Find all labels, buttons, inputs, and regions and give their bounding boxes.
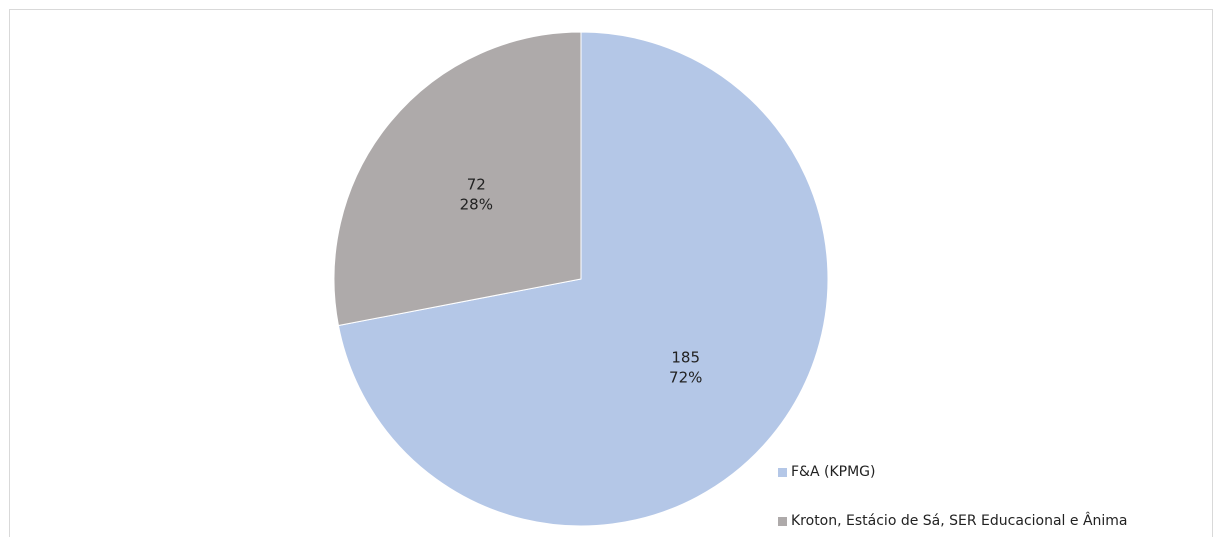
legend-swatch: [778, 467, 787, 477]
slice-percent-label: 72%: [669, 369, 702, 387]
legend-item-others: Kroton, Estácio de Sá, SER Educacional e…: [778, 510, 1128, 532]
slice-percent-label: 28%: [460, 195, 493, 213]
legend: F&A (KPMG) Kroton, Estácio de Sá, SER Ed…: [778, 461, 1128, 559]
chart-frame: [9, 9, 1213, 537]
legend-item-fa-kpmg: F&A (KPMG): [778, 461, 1128, 483]
legend-label: Kroton, Estácio de Sá, SER Educacional e…: [791, 513, 1128, 529]
pie-slice: [333, 31, 582, 327]
slice-value-label: 72: [467, 175, 486, 193]
legend-label: F&A (KPMG): [791, 464, 876, 480]
pie-slice: [337, 31, 829, 527]
legend-swatch: [778, 516, 787, 526]
slice-value-label: 185: [671, 349, 700, 367]
pie-chart: 185 72% 72 28%: [333, 31, 829, 527]
